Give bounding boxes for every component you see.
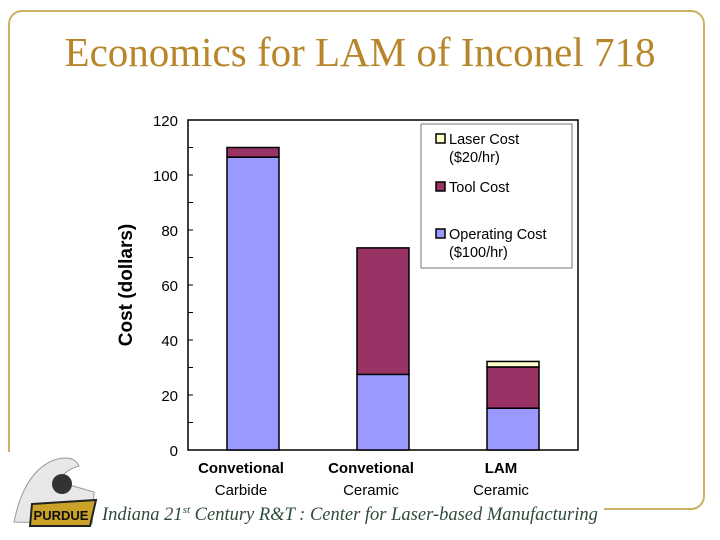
x-category-sublabel: Ceramic: [473, 482, 529, 499]
bar-tool-cost: [356, 247, 410, 376]
purdue-logo: PURDUE: [4, 452, 102, 534]
y-axis-label: Cost (dollars): [116, 224, 137, 346]
legend-swatch: [435, 133, 446, 144]
y-tick-label: 40: [161, 333, 178, 350]
legend-swatch: [435, 181, 446, 192]
x-category-label: LAM: [485, 460, 518, 477]
legend-label: Laser Cost: [449, 132, 519, 148]
footer-text: Indiana 21st Century R&T : Center for La…: [96, 504, 604, 527]
bar-operating-cost: [356, 373, 410, 451]
footer-sup: st: [182, 504, 191, 516]
svg-text:PURDUE: PURDUE: [34, 508, 89, 523]
legend-sublabel: ($100/hr): [449, 245, 508, 261]
legend-swatch: [435, 228, 446, 239]
legend: [420, 123, 573, 269]
x-category-label: Convetional: [328, 460, 414, 477]
bar-tool-cost: [486, 366, 540, 409]
y-tick-label: 80: [161, 223, 178, 240]
y-tick-label: 100: [153, 168, 178, 185]
x-category-sublabel: Ceramic: [343, 482, 399, 499]
x-category-sublabel: Carbide: [215, 482, 268, 499]
bar-operating-cost: [226, 156, 280, 451]
footer-post: Century R&T : Center for Laser-based Man…: [190, 505, 598, 526]
y-tick-label: 20: [161, 388, 178, 405]
legend-label: Operating Cost: [449, 227, 547, 243]
bar-tool-cost: [226, 146, 280, 158]
y-tick-label: 120: [153, 113, 178, 130]
y-tick-label: 0: [170, 443, 178, 460]
bar-laser-cost: [486, 360, 540, 368]
footer-pre: Indiana 21: [102, 505, 183, 526]
bar-operating-cost: [486, 407, 540, 451]
y-tick-label: 60: [161, 278, 178, 295]
slide-title: Economics for LAM of Inconel 718: [64, 29, 656, 75]
legend-sublabel: ($20/hr): [449, 150, 500, 166]
legend-label: Tool Cost: [449, 180, 509, 196]
x-category-label: Convetional: [198, 460, 284, 477]
